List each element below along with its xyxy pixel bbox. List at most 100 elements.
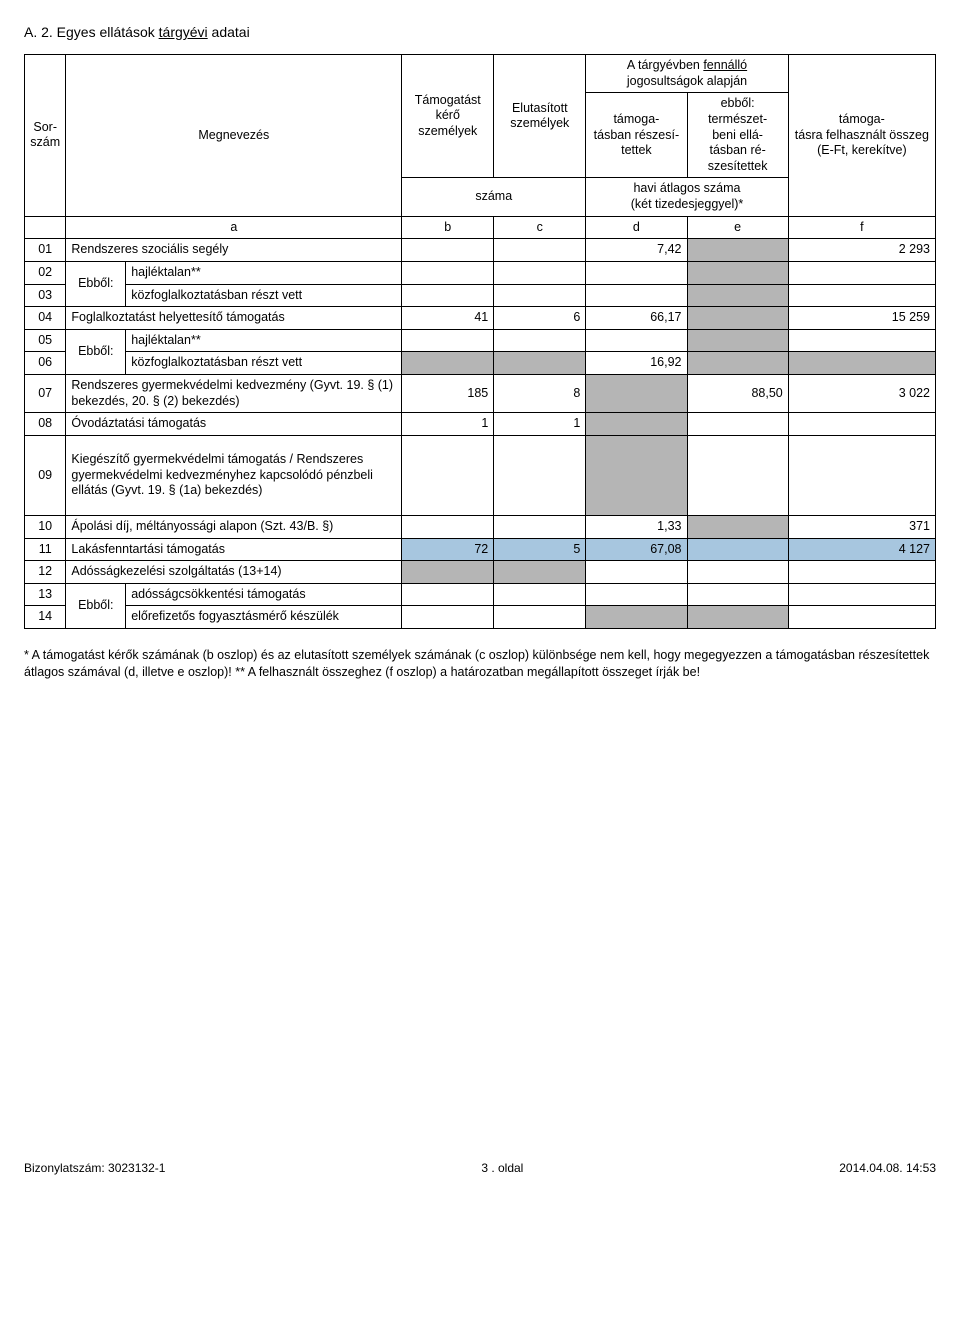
row-num: 05 — [25, 329, 66, 352]
header-megnevezes: Megnevezés — [66, 55, 402, 217]
table-row: 05 Ebből: hajléktalan** — [25, 329, 936, 352]
cell-c: 1 — [494, 413, 586, 436]
table-row: 10 Ápolási díj, méltányossági alapon (Sz… — [25, 515, 936, 538]
header-ebbol-termeszet: ebből: természet- beni ellá- tásban ré- … — [687, 93, 788, 178]
cell-e — [687, 515, 788, 538]
header-havi-atlagos-t: havi átlagos száma — [633, 181, 740, 195]
cell-f — [788, 413, 935, 436]
cell-e — [687, 352, 788, 375]
table-row: 08 Óvodáztatási támogatás 1 1 — [25, 413, 936, 436]
table-row: 13 Ebből: adósságcsökkentési támogatás — [25, 583, 936, 606]
row-num: 03 — [25, 284, 66, 307]
row-num: 14 — [25, 606, 66, 629]
table-row: 06 közfoglalkoztatásban részt vett 16,92 — [25, 352, 936, 375]
header-jog-text: A tárgyévben — [627, 58, 703, 72]
cell-d — [586, 606, 687, 629]
cell-b — [402, 515, 494, 538]
row-name: hajléktalan** — [126, 261, 402, 284]
cell-f: 3 022 — [788, 375, 935, 413]
header-sorszam: Sor- szám — [25, 55, 66, 217]
cell-e — [687, 435, 788, 515]
header-jog-suffix: jogosultságok alapján — [627, 74, 747, 88]
cell-f — [788, 284, 935, 307]
row-ebbol: Ebből: — [66, 583, 126, 628]
section-title: A. 2. Egyes ellátások tárgyévi adatai — [24, 24, 936, 40]
cell-e — [687, 284, 788, 307]
table-row: 11 Lakásfenntartási támogatás 72 5 67,08… — [25, 538, 936, 561]
cell-e — [687, 239, 788, 262]
row-name: Rendszeres gyermekvédelmi kedvezmény (Gy… — [66, 375, 402, 413]
cell-e — [687, 583, 788, 606]
header-havi-atlagos: havi átlagos száma (két tizedesjeggyel)* — [586, 178, 788, 216]
cell-c: 8 — [494, 375, 586, 413]
row-num: 11 — [25, 538, 66, 561]
row-name: hajléktalan** — [126, 329, 402, 352]
cell-b: 1 — [402, 413, 494, 436]
cell-b — [402, 352, 494, 375]
row-num: 07 — [25, 375, 66, 413]
cell-c — [494, 329, 586, 352]
cell-c — [494, 284, 586, 307]
cell-f — [788, 329, 935, 352]
cell-f — [788, 435, 935, 515]
cell-f: 15 259 — [788, 307, 935, 330]
row-name: Foglalkoztatást helyettesítő támogatás — [66, 307, 402, 330]
row-ebbol: Ebből: — [66, 261, 126, 306]
cell-d — [586, 435, 687, 515]
table-row: 09 Kiegészítő gyermekvédelmi támogatás /… — [25, 435, 936, 515]
cell-d — [586, 561, 687, 584]
table-row: 03 közfoglalkoztatásban részt vett — [25, 284, 936, 307]
row-ebbol: Ebből: — [66, 329, 126, 374]
footer-right: 2014.04.08. 14:53 — [839, 1161, 936, 1175]
cell-e — [687, 413, 788, 436]
cell-c: 5 — [494, 538, 586, 561]
cell-e: 88,50 — [687, 375, 788, 413]
table-row: 04 Foglalkoztatást helyettesítő támogatá… — [25, 307, 936, 330]
row-num: 04 — [25, 307, 66, 330]
cell-d — [586, 329, 687, 352]
cell-b — [402, 606, 494, 629]
colhead-c: c — [494, 216, 586, 239]
cell-f: 2 293 — [788, 239, 935, 262]
row-name: adósságcsökkentési támogatás — [126, 583, 402, 606]
row-num: 06 — [25, 352, 66, 375]
cell-f: 4 127 — [788, 538, 935, 561]
benefits-table: Sor- szám Megnevezés Támogatást kérő sze… — [24, 54, 936, 629]
row-num: 10 — [25, 515, 66, 538]
row-name: Rendszeres szociális segély — [66, 239, 402, 262]
cell-c: 6 — [494, 307, 586, 330]
row-num: 13 — [25, 583, 66, 606]
footer-center: 3 . oldal — [481, 1161, 523, 1175]
cell-d — [586, 261, 687, 284]
cell-c — [494, 583, 586, 606]
cell-d: 1,33 — [586, 515, 687, 538]
cell-f — [788, 561, 935, 584]
cell-c — [494, 435, 586, 515]
cell-c — [494, 352, 586, 375]
cell-b — [402, 284, 494, 307]
footer-left: Bizonylatszám: 3023132-1 — [24, 1161, 165, 1175]
row-num: 01 — [25, 239, 66, 262]
cell-c — [494, 606, 586, 629]
cell-d: 67,08 — [586, 538, 687, 561]
cell-b — [402, 583, 494, 606]
cell-c — [494, 261, 586, 284]
title-prefix: A. 2. Egyes ellátások — [24, 24, 159, 40]
cell-b — [402, 435, 494, 515]
cell-c — [494, 515, 586, 538]
cell-c — [494, 239, 586, 262]
footnote-text: * A támogatást kérők számának (b oszlop)… — [24, 647, 936, 681]
colhead-e: e — [687, 216, 788, 239]
cell-b — [402, 329, 494, 352]
cell-d — [586, 284, 687, 307]
colhead-a: a — [66, 216, 402, 239]
row-name: közfoglalkoztatásban részt vett — [126, 352, 402, 375]
header-tamogatasban: támoga- tásban részesí- tettek — [586, 93, 687, 178]
row-num: 09 — [25, 435, 66, 515]
cell-e — [687, 329, 788, 352]
cell-d — [586, 583, 687, 606]
table-row: 14 előrefizetős fogyasztásmérő készülék — [25, 606, 936, 629]
colhead-b: b — [402, 216, 494, 239]
row-name: Ápolási díj, méltányossági alapon (Szt. … — [66, 515, 402, 538]
header-jog-underline: fennálló — [703, 58, 747, 72]
